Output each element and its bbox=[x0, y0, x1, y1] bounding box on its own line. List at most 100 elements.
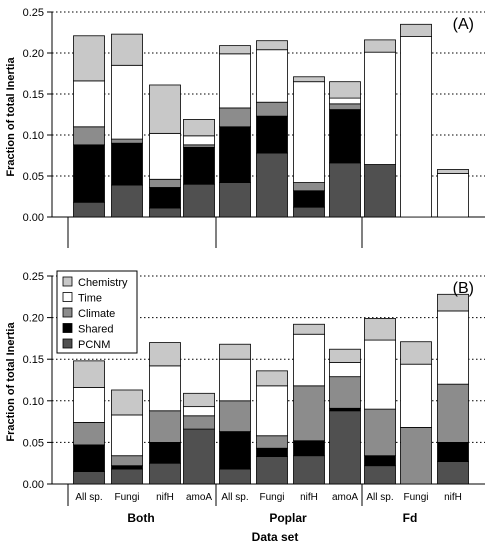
bar-segment-time bbox=[111, 64, 143, 140]
bar-segment-climate bbox=[149, 178, 181, 188]
bar-segment-pcnm bbox=[256, 456, 288, 485]
bar-segment-climate bbox=[183, 415, 215, 430]
legend-swatch-pcnm bbox=[62, 338, 73, 349]
bar-segment-shared bbox=[219, 431, 251, 470]
bar-segment-time bbox=[73, 80, 105, 128]
y-tick-label: 0.10 bbox=[23, 130, 44, 142]
bar-segment-pcnm bbox=[293, 455, 325, 485]
x-tick-label: nifH bbox=[156, 492, 174, 503]
bar-segment-time bbox=[329, 97, 361, 105]
bar-segment-pcnm bbox=[149, 462, 181, 485]
x-tick-label: amoA bbox=[186, 492, 212, 503]
bar-segment-pcnm bbox=[111, 468, 143, 485]
bar-segment-shared bbox=[256, 115, 288, 154]
bar-segment-pcnm bbox=[219, 468, 251, 485]
bar-segment-chemistry bbox=[293, 76, 325, 83]
panel-label: (B) bbox=[453, 280, 474, 297]
bar-segment-time bbox=[437, 310, 469, 385]
bar-segment-chemistry bbox=[73, 360, 105, 388]
bar-segment-time bbox=[437, 173, 469, 218]
x-tick-label: amoA bbox=[332, 492, 358, 503]
bar-segment-climate bbox=[111, 138, 143, 144]
x-tick-label: nifH bbox=[444, 492, 462, 503]
panel-b: 0.00 0.05 0.10 0.15 0.20 0.25 All sp. Fungi nifH… bbox=[23, 271, 485, 506]
bar-segment-climate bbox=[219, 400, 251, 432]
bar-segment-shared bbox=[149, 441, 181, 464]
y-tick-label: 0.20 bbox=[23, 313, 44, 325]
bar-segment-pcnm bbox=[329, 410, 361, 485]
bar-segment-chemistry bbox=[400, 23, 432, 37]
bar-segment-time bbox=[219, 358, 251, 402]
bar-segment-time bbox=[329, 362, 361, 378]
bar-segment-shared bbox=[73, 144, 105, 203]
bar-segment-pcnm bbox=[437, 461, 469, 485]
legend-label-pcnm: PCNM bbox=[78, 339, 110, 351]
x-tick-label: Fungi bbox=[259, 492, 284, 503]
bar-segment-shared bbox=[293, 190, 325, 208]
bar-segment-pcnm bbox=[364, 164, 396, 218]
y-tick-label: 0.00 bbox=[23, 212, 44, 224]
bar-segment-time bbox=[149, 365, 181, 412]
bar-segment-time bbox=[400, 36, 432, 218]
legend-swatch-chemistry bbox=[62, 276, 73, 287]
bar-segment-chemistry bbox=[256, 40, 288, 51]
bar-segment-shared bbox=[111, 465, 143, 470]
x-tick-label: All sp. bbox=[221, 492, 248, 503]
bar-segment-chemistry bbox=[111, 33, 143, 66]
bar-segment-pcnm bbox=[111, 184, 143, 218]
bar-segment-time bbox=[293, 81, 325, 183]
y-tick-label: 0.05 bbox=[23, 437, 44, 449]
bar-segment-chemistry bbox=[219, 45, 251, 55]
bar-segment-chemistry bbox=[437, 293, 469, 312]
legend-swatch-shared bbox=[62, 323, 73, 333]
legend-swatch-climate bbox=[62, 307, 73, 318]
y-tick-label: 0.05 bbox=[23, 171, 44, 183]
bar-segment-climate bbox=[364, 408, 396, 457]
legend-label-chemistry: Chemistry bbox=[78, 277, 128, 289]
bar-segment-time bbox=[183, 406, 215, 417]
bar-segment-pcnm bbox=[183, 183, 215, 218]
bar-segment-time bbox=[183, 135, 215, 146]
y-tick-label: 0.10 bbox=[23, 396, 44, 408]
y-tick-label: 0.15 bbox=[23, 354, 44, 366]
bar-segment-climate bbox=[329, 103, 361, 110]
axis-titles: Fraction of total Inertia Fraction of to… bbox=[5, 57, 417, 544]
bar-segment-pcnm bbox=[364, 465, 396, 485]
bar-segment-pcnm bbox=[73, 201, 105, 218]
y-tick-label: 0.00 bbox=[23, 479, 44, 491]
bar-segment-shared bbox=[364, 455, 396, 467]
y-tick-label: 0.15 bbox=[23, 89, 44, 101]
bar-segment-time bbox=[364, 51, 396, 165]
bar-segment-pcnm bbox=[293, 206, 325, 218]
x-tick-label: All sp. bbox=[75, 492, 102, 503]
bar-segment-pcnm bbox=[329, 162, 361, 218]
bar-segment-climate bbox=[256, 435, 288, 449]
bar-segment-shared bbox=[219, 126, 251, 183]
bar-segment-time bbox=[73, 387, 105, 423]
bar-segment-climate bbox=[293, 385, 325, 442]
x-tick-label: Fungi bbox=[403, 492, 428, 503]
bar-segment-chemistry bbox=[183, 392, 215, 408]
y-tick-label: 0.25 bbox=[23, 7, 44, 19]
bar-segment-chemistry bbox=[256, 370, 288, 387]
bar-segment-climate bbox=[111, 455, 143, 467]
bar-segment-climate bbox=[256, 101, 288, 117]
bar-segment-climate bbox=[73, 422, 105, 446]
bar-segment-chemistry bbox=[364, 318, 396, 341]
y-tick-label: 0.25 bbox=[23, 271, 44, 283]
bar-segment-time bbox=[400, 363, 432, 428]
bar-segment-time bbox=[256, 385, 288, 437]
bar-segment-shared bbox=[256, 447, 288, 457]
bar-segment-shared bbox=[437, 441, 469, 462]
bar-segment-climate bbox=[437, 383, 469, 443]
bar-segment-pcnm bbox=[73, 471, 105, 485]
bar-segment-climate bbox=[400, 427, 432, 485]
y-axis-title-a: Fraction of total Inertia bbox=[5, 57, 17, 177]
bar-segment-time bbox=[293, 333, 325, 387]
x-tick-label: Fungi bbox=[114, 492, 139, 503]
bar-segment-time bbox=[111, 414, 143, 457]
group-label-fd: Fd bbox=[403, 511, 418, 525]
bar-segment-chemistry bbox=[183, 119, 215, 137]
group-label-both: Both bbox=[127, 511, 154, 525]
